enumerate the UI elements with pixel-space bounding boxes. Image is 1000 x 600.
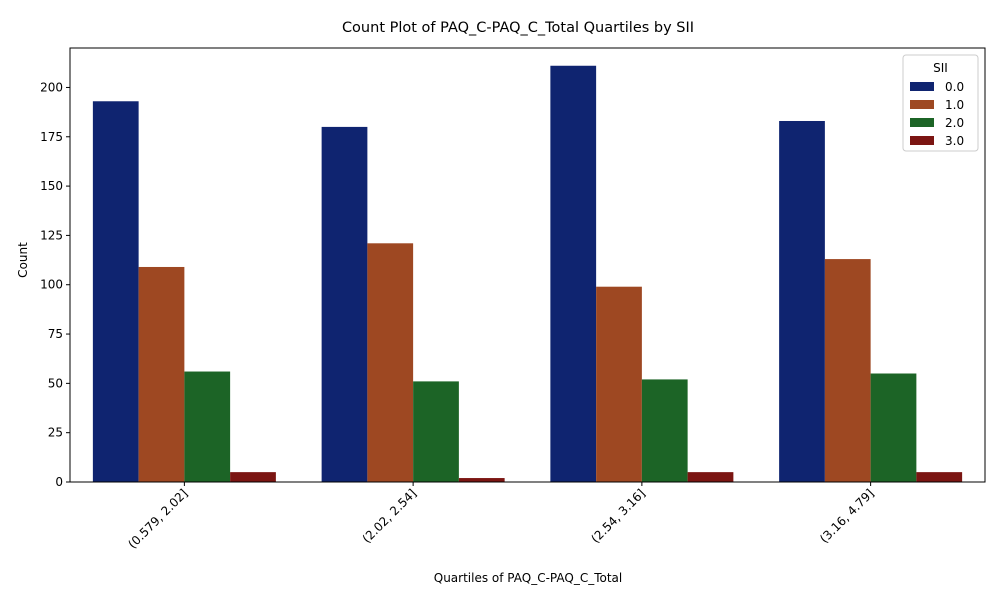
bar-2.0-1	[413, 381, 459, 482]
bar-0.0-3	[779, 120, 825, 482]
legend-label-1.0: 1.0	[945, 98, 964, 112]
y-tick-label: 75	[48, 327, 63, 341]
bar-1.0-0	[138, 266, 185, 482]
bar-1.0-2	[596, 286, 642, 482]
y-tick-label: 50	[48, 376, 63, 390]
bar-3.0-0	[230, 472, 276, 482]
bar-1.0-1	[367, 243, 414, 482]
y-tick-label: 200	[40, 80, 63, 94]
legend-swatch-0.0	[910, 82, 934, 91]
legend-title: SII	[933, 61, 948, 75]
legend-label-2.0: 2.0	[945, 116, 964, 130]
y-tick-label: 125	[40, 228, 63, 242]
x-tick-label: (3.16, 4.79]	[817, 486, 877, 546]
x-tick-label: (2.02, 2.54]	[360, 486, 420, 546]
plot-frame	[69, 47, 986, 483]
bar-3.0-1	[458, 478, 505, 482]
bar-3.0-3	[916, 472, 963, 482]
legend: SII 0.0 1.0 2.0 3.0	[902, 54, 979, 152]
y-tick-label: 100	[40, 278, 63, 292]
x-tick-label: (0.579, 2.02]	[125, 486, 190, 551]
legend-label-0.0: 0.0	[945, 80, 964, 94]
legend-swatch-3.0	[910, 136, 934, 145]
y-tick-label: 25	[48, 426, 63, 440]
bar-2.0-2	[641, 379, 688, 482]
x-tick-label: (2.54, 3.16]	[588, 486, 648, 546]
bar-0.0-1	[321, 126, 368, 482]
y-axis-title: Count	[16, 242, 30, 278]
bar-3.0-2	[687, 472, 734, 482]
bar-0.0-0	[92, 101, 139, 482]
y-tick-label: 0	[55, 475, 63, 489]
y-tick-label: 175	[40, 130, 63, 144]
y-tick-label: 150	[40, 179, 63, 193]
chart-title: Count Plot of PAQ_C-PAQ_C_Total Quartile…	[342, 20, 694, 36]
legend-swatch-2.0	[910, 118, 934, 127]
legend-label-3.0: 3.0	[945, 134, 964, 148]
bar-2.0-3	[870, 373, 917, 482]
bars-group	[92, 65, 963, 482]
x-axis-title: Quartiles of PAQ_C-PAQ_C_Total	[434, 571, 622, 585]
legend-swatch-1.0	[910, 100, 934, 109]
x-axis: (0.579, 2.02] (2.02, 2.54] (2.54, 3.16] (3.…	[125, 482, 877, 551]
bar-0.0-2	[550, 65, 597, 482]
y-axis: 0 25 50 75 100 125 150 175 200	[40, 80, 70, 489]
bar-1.0-3	[824, 259, 871, 482]
bar-2.0-0	[184, 371, 231, 482]
